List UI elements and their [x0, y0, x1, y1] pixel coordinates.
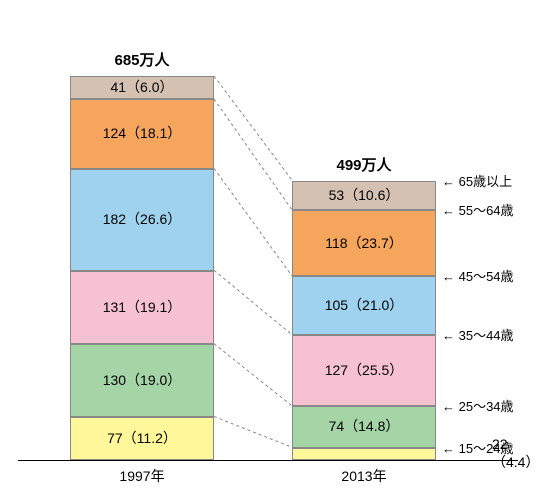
- segment-y2013-2: 127（25.5）: [292, 335, 436, 406]
- bar-2013-total: 499万人: [292, 154, 436, 175]
- bar-1997-xlabel: 1997年: [70, 466, 214, 486]
- segment-y1997-4: 124（18.1）: [70, 99, 214, 168]
- bar-1997-total: 685万人: [70, 49, 214, 70]
- legend-45〜54歳: ← 45〜54歳: [442, 266, 514, 285]
- segment-y2013-3: 105（21.0）: [292, 276, 436, 335]
- x-axis: [18, 460, 518, 461]
- stacked-bar-chart: 41（6.0）124（18.1）182（26.6）131（19.1）130（19…: [10, 10, 547, 490]
- segment-y1997-0: 77（11.2）: [70, 417, 214, 460]
- segment-y1997-2: 131（19.1）: [70, 271, 214, 344]
- segment-y1997-5: 41（6.0）: [70, 76, 214, 99]
- bar-2013-xlabel: 2013年: [292, 466, 436, 486]
- segment-y2013-4: 118（23.7）: [292, 210, 436, 276]
- bar-1997: 41（6.0）124（18.1）182（26.6）131（19.1）130（19…: [70, 76, 214, 460]
- legend-35〜44歳: ← 35〜44歳: [442, 325, 514, 344]
- segment-y2013-0: [292, 448, 436, 460]
- legend-55〜64歳: ← 55〜64歳: [442, 200, 514, 219]
- segment-y1997-3: 182（26.6）: [70, 169, 214, 271]
- segment-y2013-5: 53（10.6）: [292, 181, 436, 211]
- legend-25〜34歳: ← 25〜34歳: [442, 396, 514, 415]
- legend-65歳以上: ← 65歳以上: [442, 171, 512, 190]
- segment-y1997-1: 130（19.0）: [70, 344, 214, 417]
- outside-label-y2013-0: 22（4.4）: [492, 436, 547, 472]
- segment-y2013-1: 74（14.8）: [292, 406, 436, 447]
- bar-2013: 53（10.6）118（23.7）105（21.0）127（25.5）74（14…: [292, 181, 436, 460]
